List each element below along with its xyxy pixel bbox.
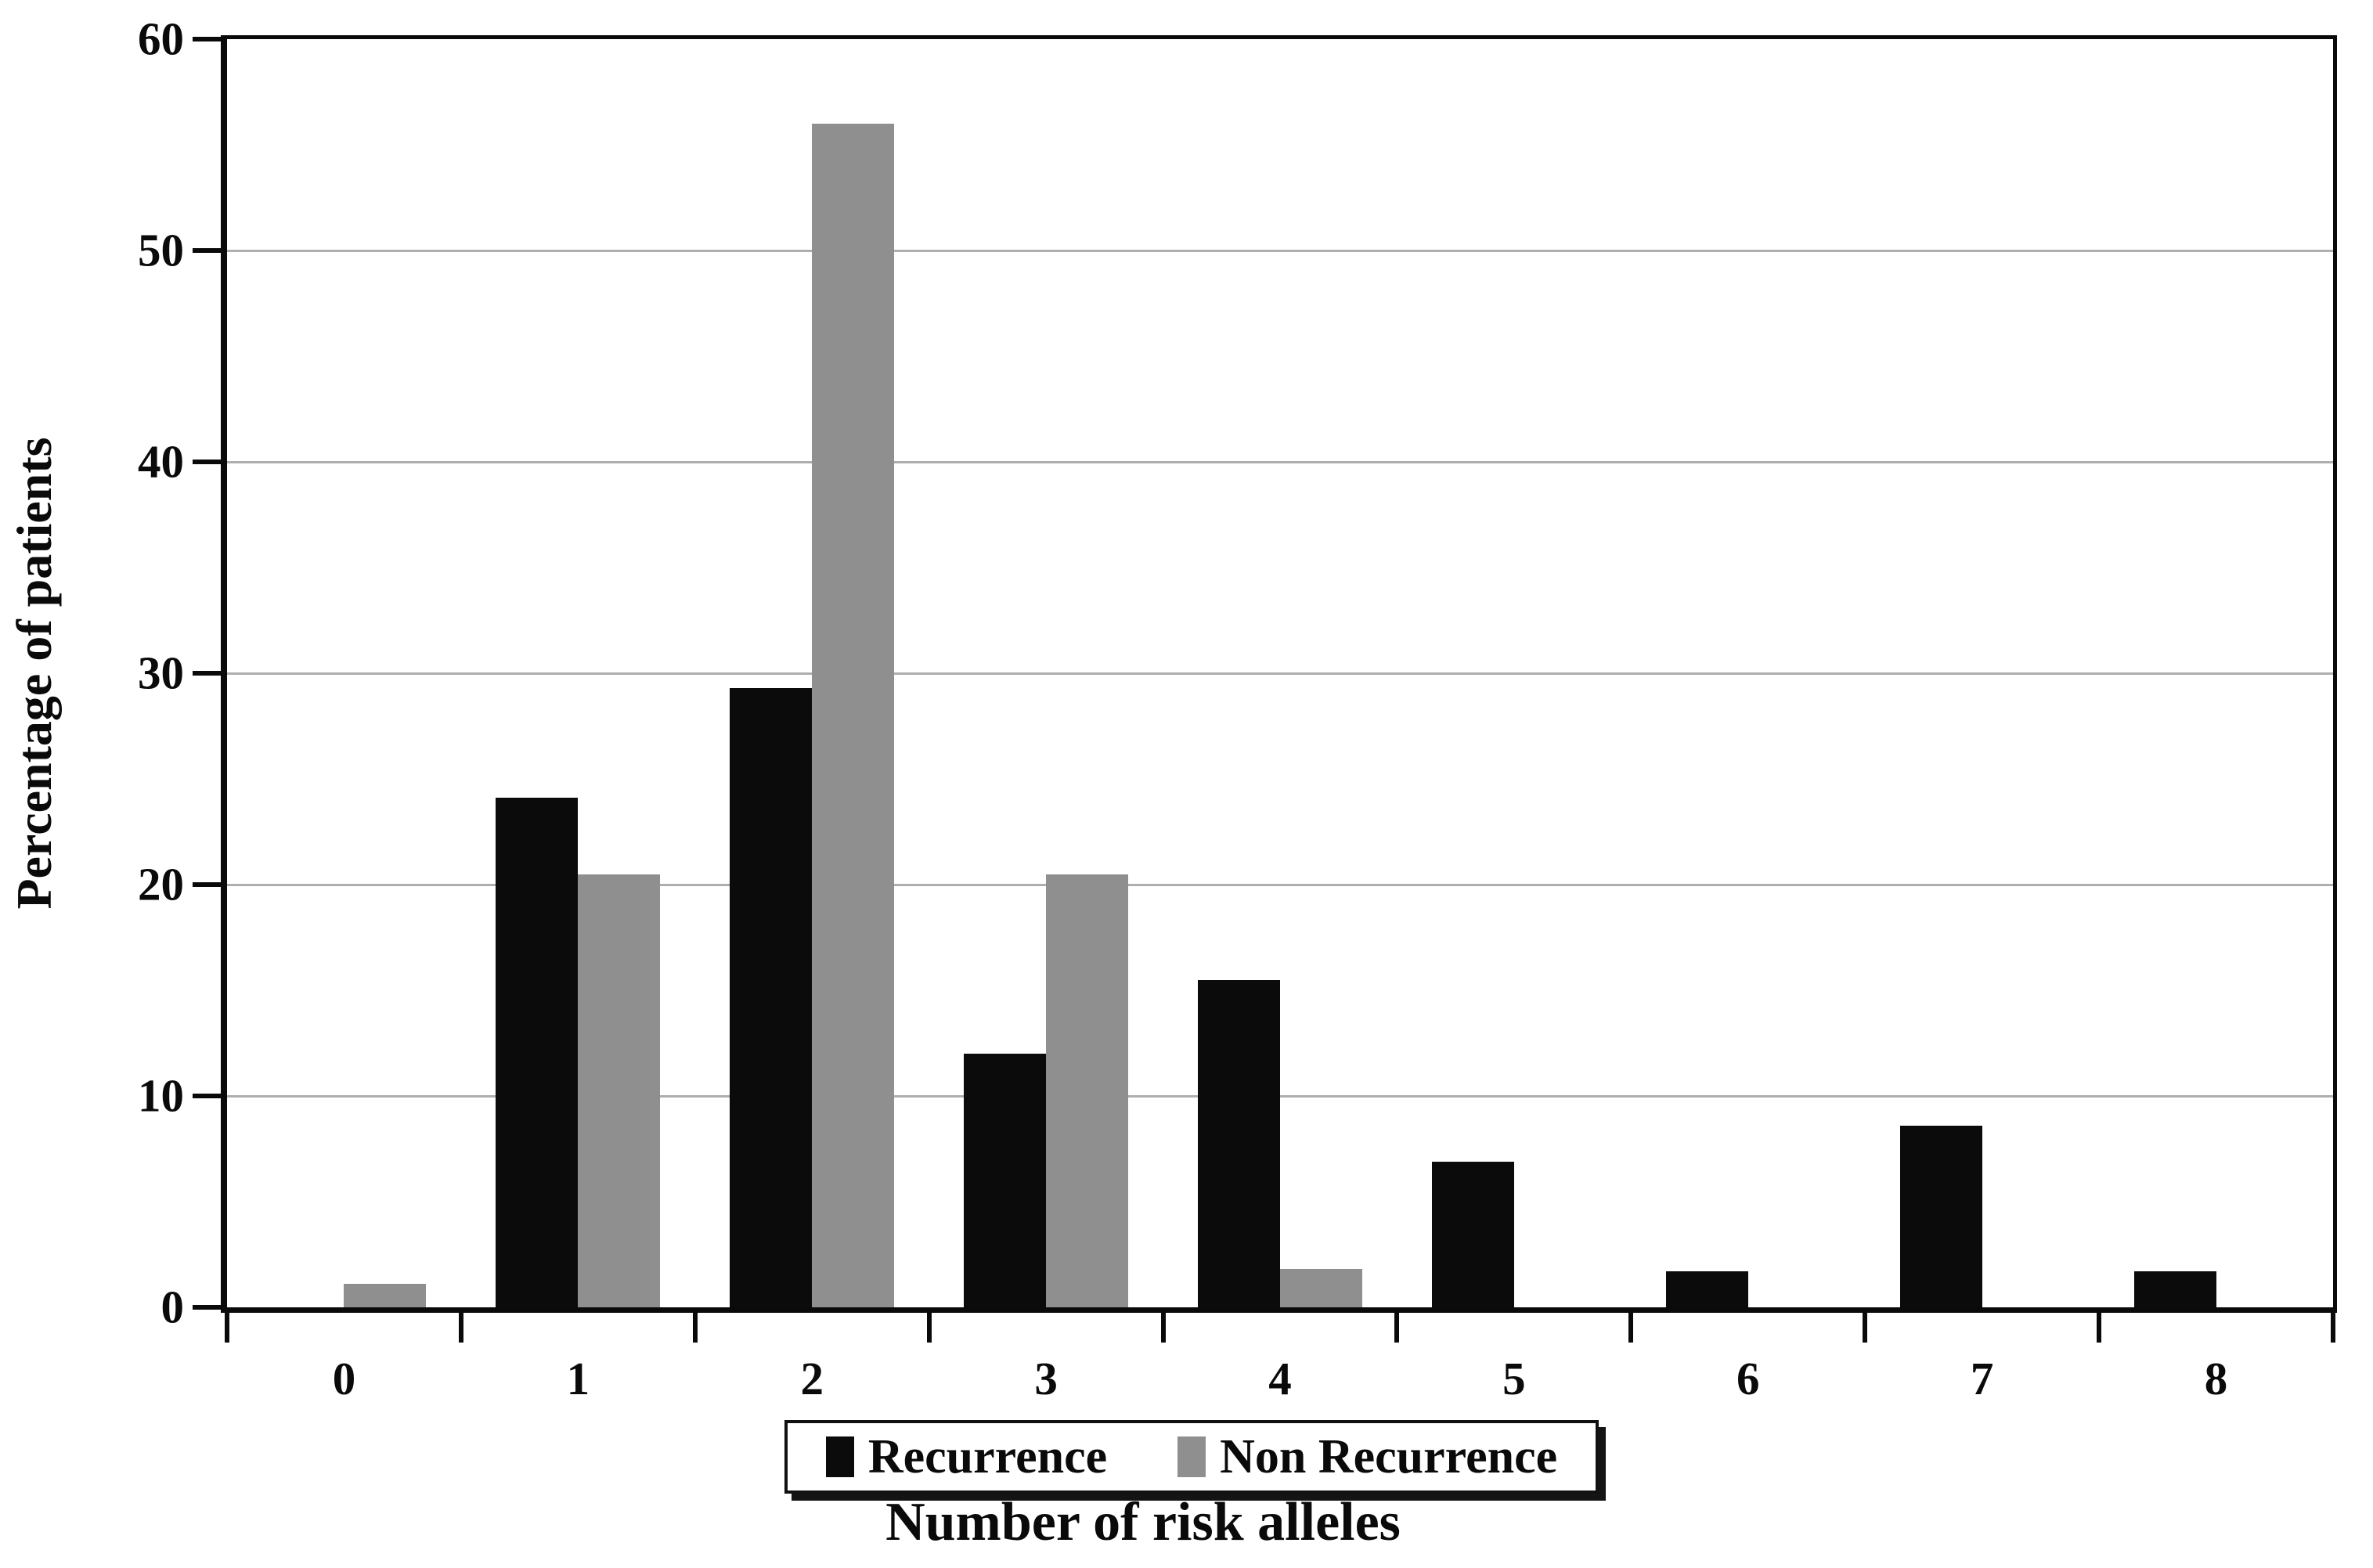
x-tick-6 — [1628, 1313, 1634, 1343]
x-tick-9 — [2331, 1313, 2335, 1343]
y-tick-label-40: 40 — [138, 435, 184, 488]
x-tick-2 — [692, 1313, 698, 1343]
gridline-10 — [227, 1094, 2333, 1098]
x-category-label-0: 0 — [332, 1353, 356, 1404]
y-tick-50 — [193, 248, 221, 253]
recurrence-swatch-icon — [825, 1436, 854, 1477]
x-axis-line — [221, 1307, 2337, 1313]
legend-item-non-recurrence: Non Recurrence — [1177, 1433, 1557, 1481]
x-category-label-5: 5 — [1502, 1353, 1526, 1404]
bar-recurrence-7 — [1899, 1125, 1982, 1307]
gridline-50 — [227, 249, 2333, 252]
bar-recurrence-6 — [1665, 1271, 1748, 1307]
y-tick-60 — [193, 37, 221, 41]
x-category-label-7: 7 — [1970, 1353, 1994, 1404]
bar-non-recurrence-3 — [1046, 874, 1129, 1307]
bar-recurrence-4 — [1198, 979, 1280, 1307]
frame-right — [2333, 35, 2337, 1311]
x-category-label-6: 6 — [1736, 1353, 1760, 1404]
bar-recurrence-5 — [1431, 1161, 1514, 1307]
gridline-30 — [227, 672, 2333, 675]
y-tick-label-10: 10 — [138, 1069, 184, 1122]
y-tick-40 — [193, 460, 221, 464]
plot-area — [227, 39, 2333, 1307]
x-tick-7 — [1863, 1313, 1868, 1343]
bar-non-recurrence-4 — [1280, 1269, 1362, 1307]
x-tick-3 — [926, 1313, 932, 1343]
y-tick-label-50: 50 — [138, 224, 184, 276]
x-axis-title: Number of risk alleles — [885, 1492, 1401, 1552]
legend-label-recurrence: Recurrence — [867, 1430, 1108, 1483]
y-tick-label-60: 60 — [138, 13, 184, 65]
x-category-label-1: 1 — [566, 1353, 590, 1404]
x-tick-5 — [1394, 1313, 1400, 1343]
bar-non-recurrence-2 — [812, 124, 895, 1307]
bar-non-recurrence-1 — [578, 874, 661, 1307]
y-tick-0 — [193, 1305, 221, 1310]
x-category-label-8: 8 — [2204, 1353, 2228, 1404]
bar-recurrence-8 — [2133, 1271, 2216, 1307]
y-tick-label-0: 0 — [160, 1281, 185, 1333]
bar-recurrence-3 — [964, 1054, 1047, 1307]
x-tick-4 — [1160, 1313, 1166, 1343]
gridline-20 — [227, 883, 2333, 886]
x-category-label-4: 4 — [1268, 1353, 1292, 1404]
y-tick-20 — [193, 882, 221, 887]
non-recurrence-swatch-icon — [1177, 1436, 1206, 1477]
x-category-label-2: 2 — [800, 1353, 824, 1404]
legend-box: Recurrence Non Recurrence — [784, 1420, 1599, 1494]
legend-label-non-recurrence: Non Recurrence — [1220, 1430, 1558, 1483]
y-tick-10 — [193, 1094, 221, 1098]
bar-recurrence-2 — [730, 687, 813, 1307]
frame-top — [221, 35, 2337, 39]
y-tick-30 — [193, 671, 221, 676]
y-axis-line — [221, 35, 227, 1313]
x-tick-8 — [2097, 1313, 2102, 1343]
legend-item-recurrence: Recurrence — [825, 1430, 1108, 1483]
gridline-40 — [227, 460, 2333, 463]
x-category-label-3: 3 — [1034, 1353, 1058, 1404]
x-tick-0 — [225, 1313, 229, 1343]
y-tick-label-30: 30 — [138, 647, 184, 699]
bar-non-recurrence-0 — [344, 1284, 427, 1307]
y-tick-label-20: 20 — [138, 858, 184, 910]
x-tick-1 — [458, 1313, 463, 1343]
bar-recurrence-1 — [496, 798, 579, 1307]
